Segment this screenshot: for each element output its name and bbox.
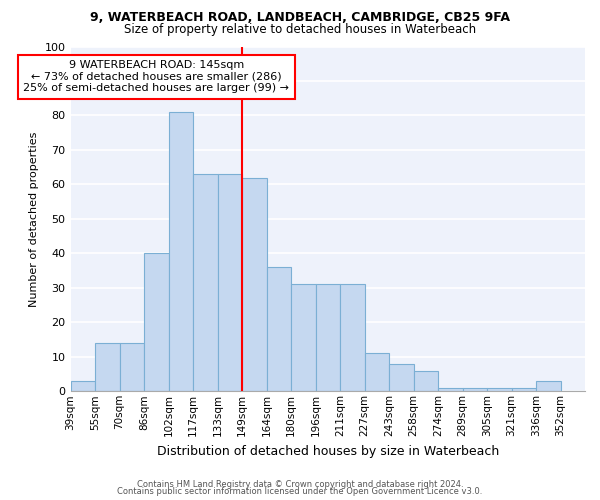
- Bar: [144, 254, 169, 392]
- Bar: [119, 343, 144, 392]
- Text: Contains public sector information licensed under the Open Government Licence v3: Contains public sector information licen…: [118, 487, 482, 496]
- Bar: [487, 388, 511, 392]
- Bar: [316, 284, 340, 392]
- Bar: [266, 267, 291, 392]
- Text: 9 WATERBEACH ROAD: 145sqm
← 73% of detached houses are smaller (286)
25% of semi: 9 WATERBEACH ROAD: 145sqm ← 73% of detac…: [23, 60, 289, 94]
- Y-axis label: Number of detached properties: Number of detached properties: [29, 131, 39, 306]
- Bar: [413, 370, 438, 392]
- Bar: [340, 284, 365, 392]
- Bar: [536, 381, 560, 392]
- Bar: [365, 354, 389, 392]
- Text: Contains HM Land Registry data © Crown copyright and database right 2024.: Contains HM Land Registry data © Crown c…: [137, 480, 463, 489]
- Bar: [193, 174, 218, 392]
- Bar: [463, 388, 487, 392]
- Bar: [291, 284, 316, 392]
- Bar: [242, 178, 266, 392]
- Bar: [218, 174, 242, 392]
- Text: 9, WATERBEACH ROAD, LANDBEACH, CAMBRIDGE, CB25 9FA: 9, WATERBEACH ROAD, LANDBEACH, CAMBRIDGE…: [90, 11, 510, 24]
- Bar: [95, 343, 119, 392]
- Bar: [71, 381, 95, 392]
- Text: Size of property relative to detached houses in Waterbeach: Size of property relative to detached ho…: [124, 22, 476, 36]
- Bar: [438, 388, 463, 392]
- Bar: [169, 112, 193, 392]
- X-axis label: Distribution of detached houses by size in Waterbeach: Distribution of detached houses by size …: [157, 444, 499, 458]
- Bar: [511, 388, 536, 392]
- Bar: [389, 364, 413, 392]
